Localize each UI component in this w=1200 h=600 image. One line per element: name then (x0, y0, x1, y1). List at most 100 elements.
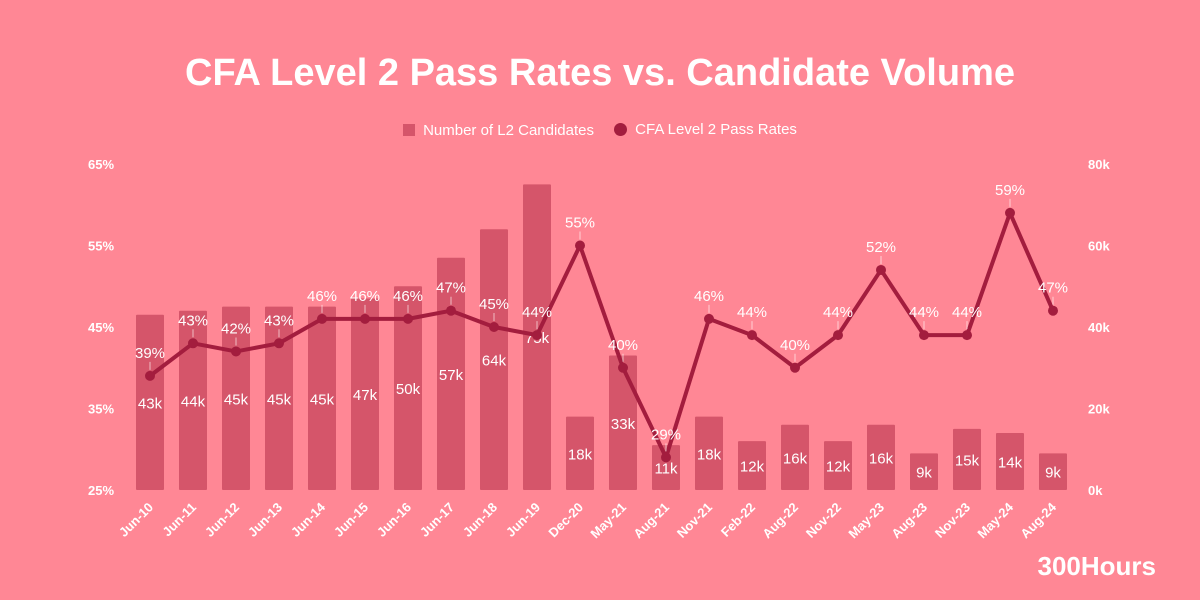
bar-data-label: 16k (783, 450, 808, 467)
pass-rate-line (148, 210, 1055, 460)
x-axis-tick: Jun-14 (288, 499, 329, 540)
brand-logo: 300Hours (1037, 551, 1157, 581)
legend: Number of L2 Candidates CFA Level 2 Pass… (0, 121, 1200, 140)
bar-data-label: 18k (697, 446, 722, 463)
bar-data-label: 16k (869, 450, 894, 467)
pass-rate-point (231, 346, 241, 357)
x-axis-tick: Nov-23 (932, 500, 973, 541)
pass-rate-point (188, 338, 198, 349)
left-axis-tick: 35% (88, 402, 114, 417)
left-axis-tick: 55% (88, 239, 114, 254)
bar (566, 416, 594, 490)
line-data-label: 47% (1038, 280, 1068, 297)
line-data-label: 44% (952, 304, 982, 321)
legend-item-candidates[interactable]: Number of L2 Candidates (403, 122, 594, 139)
right-axis-tick: 60k (1088, 239, 1110, 254)
bar (953, 428, 981, 490)
pass-rate-point (274, 338, 284, 349)
bar (824, 441, 852, 490)
line-data-label: 43% (178, 312, 208, 329)
bar (308, 306, 336, 490)
line-data-label: 46% (350, 288, 380, 305)
left-axis-tick: 65% (88, 157, 114, 172)
line-data-label: 46% (393, 288, 423, 305)
pass-rate-point (532, 330, 542, 341)
bar-data-label: 47k (353, 387, 378, 404)
legend-item-pass-rates[interactable]: CFA Level 2 Pass Rates (614, 121, 797, 138)
bar (351, 298, 379, 490)
x-axis-tick: Feb-22 (718, 500, 758, 540)
x-axis-tick: Dec-20 (545, 500, 586, 541)
x-axis-tick: Jun-13 (245, 500, 285, 540)
x-axis-tick: May-24 (974, 499, 1016, 541)
pass-rate-point (1005, 207, 1015, 218)
bar-data-label: 57k (439, 367, 464, 384)
bar (179, 310, 207, 490)
bar-data-label: 64k (482, 353, 507, 370)
line-data-label: 44% (909, 304, 939, 321)
line-data-label: 44% (522, 304, 552, 321)
bar (1039, 453, 1067, 490)
x-axis-tick: Nov-22 (803, 500, 844, 541)
left-axis-tick: 45% (88, 320, 114, 335)
line-data-label: 42% (221, 320, 251, 337)
x-axis-tick: Aug-21 (630, 500, 672, 542)
pass-rate-point (876, 264, 886, 275)
pass-rate-point (145, 370, 155, 381)
legend-label: Number of L2 Candidates (423, 121, 594, 139)
bar-data-label: 44k (181, 393, 206, 410)
left-axis-tick: 25% (88, 483, 114, 498)
pass-rate-point (618, 362, 628, 373)
bar-data-label: 9k (916, 465, 932, 482)
x-axis-tick: Aug-22 (759, 500, 801, 542)
bar (652, 445, 680, 490)
pass-rate-point (1048, 305, 1058, 316)
line-data-label: 40% (608, 337, 638, 354)
line-data-label: 55% (565, 215, 595, 232)
bar (738, 441, 766, 490)
line-data-label: 45% (479, 296, 509, 313)
x-axis-tick: Jun-18 (460, 500, 500, 540)
bar-data-label: 45k (310, 391, 335, 408)
right-axis-tick: 40k (1088, 320, 1110, 335)
bar (781, 424, 809, 490)
pass-rate-point (833, 330, 843, 341)
pass-rate-point (403, 313, 413, 324)
line-data-label: 43% (264, 312, 294, 329)
pass-rate-point (704, 313, 714, 324)
x-axis-tick: May-23 (845, 500, 887, 542)
bar (695, 416, 723, 490)
x-axis-tick: Jun-16 (374, 500, 414, 540)
legend-dot-swatch (614, 123, 628, 136)
bar-data-label: 12k (740, 459, 765, 476)
pass-rate-point (790, 362, 800, 373)
right-axis-tick: 80k (1088, 157, 1110, 172)
line-data-label: 59% (995, 182, 1025, 199)
line-data-label: 46% (307, 288, 337, 305)
bar-data-label: 43k (138, 395, 163, 412)
pass-rate-point (661, 452, 671, 463)
bar (996, 432, 1024, 490)
line-data-label: 44% (823, 304, 853, 321)
pass-rate-point (575, 240, 585, 251)
bar-data-label: 45k (267, 391, 292, 408)
bar (867, 424, 895, 490)
bar (609, 355, 637, 490)
bar-data-label: 50k (396, 381, 421, 398)
bar-data-label: 18k (568, 446, 593, 463)
line-data-label: 46% (694, 288, 724, 305)
line-data-label: 52% (866, 239, 896, 256)
bar (136, 314, 164, 490)
line-data-label: 47% (436, 280, 466, 297)
pass-rate-point (489, 322, 499, 332)
bar (265, 306, 293, 490)
legend-bar-swatch (403, 124, 416, 136)
pass-rate-point (962, 330, 972, 341)
x-axis-tick: Jun-12 (202, 500, 242, 540)
x-axis-tick: May-21 (587, 500, 629, 542)
line-data-label: 39% (135, 345, 165, 362)
x-axis-tick: Aug-24 (1017, 499, 1059, 541)
chart-title: CFA Level 2 Pass Rates vs. Candidate Vol… (185, 52, 1015, 94)
pass-rate-point (919, 330, 929, 341)
